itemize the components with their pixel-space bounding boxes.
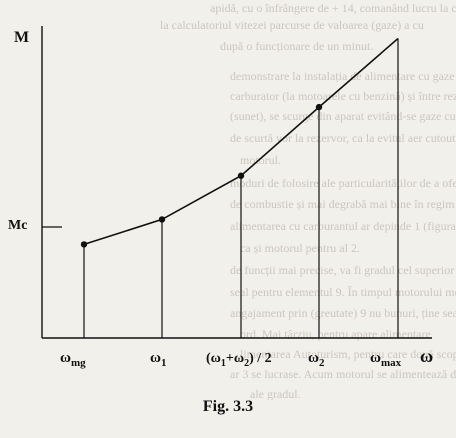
bleed-line: de funcții mai precise, va fi gradul cel…	[230, 263, 456, 277]
bleed-line: limentarea Autoturism, pentru care două …	[240, 347, 456, 361]
bleed-line: (sunet), se scurge din aparat evitând-se…	[230, 109, 456, 123]
x-axis-label: ω	[420, 346, 433, 366]
tick-label-omega-2: ω2	[308, 350, 325, 369]
bleed-line: moduri de folosire ale particularitățilo…	[230, 176, 456, 190]
tick-label-omega-1: ω1	[150, 350, 166, 369]
bleed-line: la calculatoriul vitezei parcurse de val…	[160, 18, 424, 32]
tick-label-omega-mid: (ω1+ω2) / 2	[206, 351, 272, 369]
torque-curve	[80, 37, 399, 248]
bleed-line: ca și motorul pentru al 2.	[240, 241, 360, 255]
tick-label-omega-mg: ωmg	[60, 350, 86, 369]
show-through-text: apidă, cu o înfrângere de + 14, comanând…	[160, 1, 456, 400]
drop-lines	[83, 38, 399, 338]
bleed-line: ar 3 se lucrase. Acum motorul se aliment…	[230, 367, 456, 381]
y-axis-label: M	[14, 29, 29, 46]
bleed-line: după o funcționare de un minut.	[220, 39, 374, 53]
bleed-line: ale gradul.	[250, 387, 301, 400]
bleed-line: motorul.	[240, 153, 281, 167]
mc-label: Mc	[8, 218, 27, 233]
figure-caption: Fig. 3.3	[202, 398, 254, 415]
bleed-line: de scurtă vor la rezervor, ca la evitul …	[230, 131, 456, 145]
bleed-line: seal pentru elementul 9. În timpul motor…	[230, 285, 456, 299]
bleed-line: apidă, cu o înfrângere de + 14, comanând…	[210, 1, 456, 15]
bleed-line: demonstrare la instalația de alimentare …	[230, 69, 456, 83]
bleed-line: alimentarea cu carburantul ar depinde 1 …	[230, 219, 456, 233]
bleed-line: carburator (la motoarele cu benzină) și …	[230, 89, 456, 103]
tick-label-omega-max: ωmax	[370, 350, 402, 369]
bleed-line: angajament prin (greutate) 9 nu bunuri, …	[230, 306, 456, 320]
